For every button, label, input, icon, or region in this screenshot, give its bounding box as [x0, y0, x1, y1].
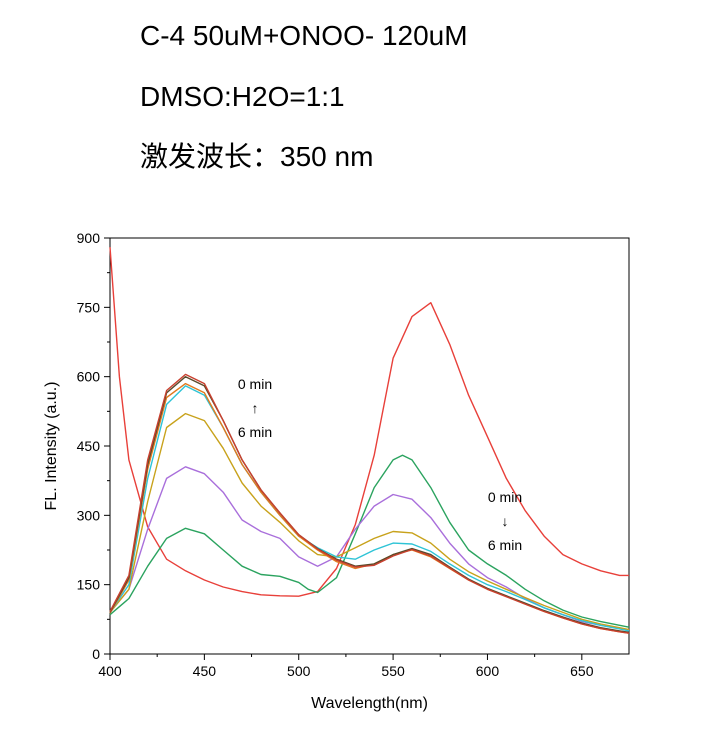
plot-area — [109, 237, 630, 655]
series-line-7 — [109, 376, 630, 633]
x-tick-label: 400 — [98, 663, 122, 679]
series-line-6 — [109, 382, 630, 634]
series-line-8 — [109, 373, 630, 634]
annotation-2-line-3: 6 min — [488, 537, 522, 553]
x-tick-label: 650 — [570, 663, 594, 679]
y-axis-label: FL. Intensity (a.u.) — [43, 382, 60, 511]
y-tick-label: 0 — [92, 646, 100, 662]
series-line-3 — [109, 466, 630, 631]
header-line-2: DMSO:H2O=1:1 — [140, 81, 345, 112]
series-line-4 — [109, 412, 630, 631]
series-line-1 — [109, 247, 629, 597]
header-line-1: C-4 50uM+ONOO- 120uM — [140, 20, 468, 51]
y-tick-label: 300 — [77, 507, 101, 523]
plot-frame — [109, 237, 630, 655]
annotation-1-line-2: ↑ — [252, 400, 259, 416]
x-tick-label: 600 — [476, 663, 500, 679]
annotation-2-line-1: 0 min — [488, 489, 522, 505]
header-line-3: 激发波长：350 nm — [140, 141, 374, 172]
x-tick-label: 550 — [381, 663, 405, 679]
y-tick-label: 750 — [77, 299, 101, 315]
axes-group: 400 450 500 550 600 650 0 150 300 450 600 750 900 — [77, 230, 594, 679]
series-line-2 — [109, 454, 630, 628]
x-tick-label: 500 — [287, 663, 311, 679]
annotation-1-line-1: 0 min — [238, 376, 272, 392]
y-tick-label: 600 — [77, 369, 101, 385]
annotation-2-line-2: ↓ — [502, 513, 509, 529]
x-axis-label: Wavelength(nm) — [311, 695, 428, 712]
y-tick-label: 450 — [77, 438, 101, 454]
y-tick-label: 150 — [77, 577, 101, 593]
annotation-1-line-3: 6 min — [238, 424, 272, 440]
series-line-5 — [109, 385, 630, 632]
y-tick-label: 900 — [77, 230, 101, 246]
annotations: 0 min ↑ 6 min 0 min ↓ 6 min — [238, 376, 522, 553]
series-group — [109, 247, 630, 634]
x-tick-label: 450 — [193, 663, 217, 679]
